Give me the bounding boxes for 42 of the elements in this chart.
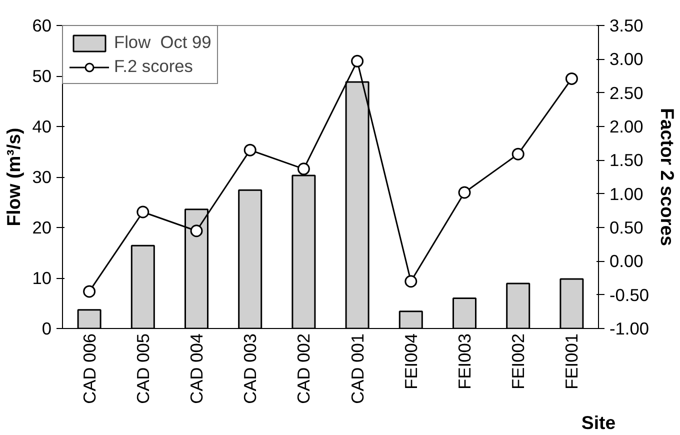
x-tick-label: FEI003: [454, 333, 474, 390]
legend-label: Flow Oct 99: [114, 32, 212, 53]
y-axis-title: Flow (m³/s): [3, 128, 24, 226]
point: [297, 162, 310, 176]
y-tick-label: 20: [32, 218, 52, 238]
y2-tick-label: 3.50: [610, 16, 644, 36]
point: [565, 72, 578, 85]
point: [351, 54, 364, 68]
y-tick-label: 40: [32, 116, 52, 136]
x-tick-label: FEI001: [562, 333, 582, 390]
x-tick-label: FEI002: [508, 333, 528, 390]
x-tick-label: CAD 005: [132, 334, 153, 404]
y2-tick-label: -0.50: [610, 284, 649, 305]
x-tick-label: FEI004: [400, 333, 421, 390]
y2-tick-label: 1.00: [610, 184, 644, 204]
point: [136, 206, 150, 218]
point: [83, 285, 96, 298]
x-tick-label: CAD 002: [294, 334, 314, 404]
x-tick-label: CAD 001: [347, 334, 368, 404]
point: [512, 148, 524, 160]
point: [404, 275, 418, 288]
x-axis-title: Site: [581, 412, 616, 433]
y2-tick-label: 2.00: [610, 116, 644, 136]
y-tick-label: 50: [32, 66, 52, 86]
y2-tick-label: 0.00: [610, 251, 644, 272]
y-tick-label: 30: [32, 167, 52, 187]
y2-axis-title: Factor 2 scores: [656, 108, 678, 246]
x-tick-label: CAD 006: [79, 334, 100, 404]
x-tick-label: CAD 004: [186, 333, 206, 404]
point: [458, 186, 471, 199]
y-tick-label: 60: [32, 16, 52, 36]
y2-tick-label: 0.50: [610, 218, 644, 238]
y-tick-label: 10: [32, 268, 52, 288]
legend-label: F.2 scores: [114, 56, 193, 77]
point: [190, 224, 203, 238]
y2-tick-label: 3.00: [610, 49, 644, 70]
y-tick-label: 0: [42, 318, 52, 338]
point: [244, 144, 256, 156]
y2-tick-label: 1.50: [610, 150, 644, 170]
x-tick-label: CAD 003: [240, 334, 260, 404]
y2-tick-label: -1.00: [610, 318, 649, 338]
y2-tick-label: 2.50: [610, 82, 644, 103]
